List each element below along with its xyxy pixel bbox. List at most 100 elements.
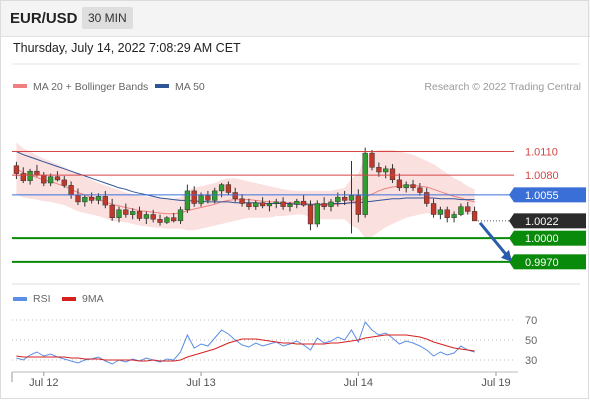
candle-down [389,164,396,184]
x-tick-label: Jul 19 [481,377,510,389]
candle-body [95,196,102,201]
candle-up [403,181,409,193]
candle-body [430,203,437,215]
candle-down [410,179,416,191]
candle-up [164,216,170,224]
candle-body [41,174,47,184]
level-tag-1.0055 [514,187,586,203]
candle-body [205,195,211,201]
candle-body [150,214,156,220]
level-label-0.9970: 0.9970 [525,257,559,269]
candle-body [287,204,293,207]
candle-body [424,192,430,204]
ma50-legend-label: MA 50 [175,81,205,93]
candle-up [273,198,279,209]
candle-body [239,198,245,204]
candle-body [369,152,375,168]
rsi-ma9-line [16,334,475,362]
candle-up [383,165,389,179]
candle-up [177,206,184,224]
candle-body [328,201,334,207]
candle-body [342,196,348,201]
candle-body [458,206,464,215]
candle-body [123,209,129,215]
ma50-legend-swatch [155,84,169,88]
level-tag-pointer [509,187,514,203]
candle-down [307,200,314,231]
candle-body [307,204,314,225]
candle-up [314,200,320,228]
interval-button[interactable]: 30 MIN [82,7,133,29]
candle-down [369,149,375,171]
candle-down [430,198,437,218]
current-price-tag [514,213,586,229]
candle-body [75,194,81,203]
ma9-legend-swatch [62,297,76,301]
candle-body [253,202,259,207]
level-label-1.0080: 1.0080 [525,170,559,182]
candle-body [136,211,143,219]
candle-body [389,168,396,181]
rsi-legend-label: RSI [33,293,51,305]
candle-down [136,206,143,221]
candle-body [27,170,33,181]
candle-up [253,200,259,210]
candle-up [348,160,355,234]
x-tick-label: Jul 13 [186,377,215,389]
candle-body [321,203,327,207]
candle-down [239,194,245,207]
forecast-arrowhead [501,249,512,262]
rsi-tick-50: 50 [525,335,537,347]
candle-down [424,187,430,207]
candle-up [212,187,218,204]
candle-body [164,217,170,223]
candle-body [396,179,403,189]
ma20-legend-label: MA 20 + Bollinger Bands [33,81,148,93]
candle-down [171,212,177,223]
candle-up [82,194,88,207]
candle-down [13,161,20,180]
candle-body [130,211,136,215]
chart-header: EUR/USD 30 MIN [0,0,590,37]
candle-body [88,196,95,201]
candle-body [198,195,204,204]
candle-down [123,203,129,218]
candle-body [280,201,286,207]
candle-down [342,190,348,206]
level-label-1.0055: 1.0055 [525,190,559,202]
candle-body [232,192,238,200]
candle-up [362,147,368,218]
candle-body [20,173,26,181]
timestamp: Thursday, July 14, 2022 7:08:29 AM CET [13,41,241,55]
candle-body [157,219,163,223]
candle-body [184,190,191,211]
candle-up [451,211,457,223]
candle-body [143,214,150,219]
candle-up [437,206,444,220]
level-label-1.0110: 1.0110 [525,147,558,159]
candle-up [116,206,122,223]
candle-body [212,190,218,201]
level-tag-pointer [509,230,514,246]
rsi-legend-swatch [13,297,27,301]
candle-body [34,170,40,176]
candle-body [403,184,409,189]
level-tag-1.0000 [514,230,586,246]
forecast-arrow-shaft [478,221,510,258]
candle-up [27,168,33,185]
candle-down [88,192,95,204]
candle-up [287,201,293,212]
research-credit: Research © 2022 Trading Central [424,81,581,93]
candle-down [225,181,232,195]
candle-up [143,211,150,224]
ma50-line [16,151,475,205]
candle-body [13,165,20,174]
x-tick-label: Jul 14 [344,377,373,389]
candle-up [328,198,334,212]
candle-body [451,214,457,218]
candle-up [184,184,191,213]
candle-down [102,190,108,209]
current-price-pointer [509,213,514,229]
candle-body [314,203,320,225]
